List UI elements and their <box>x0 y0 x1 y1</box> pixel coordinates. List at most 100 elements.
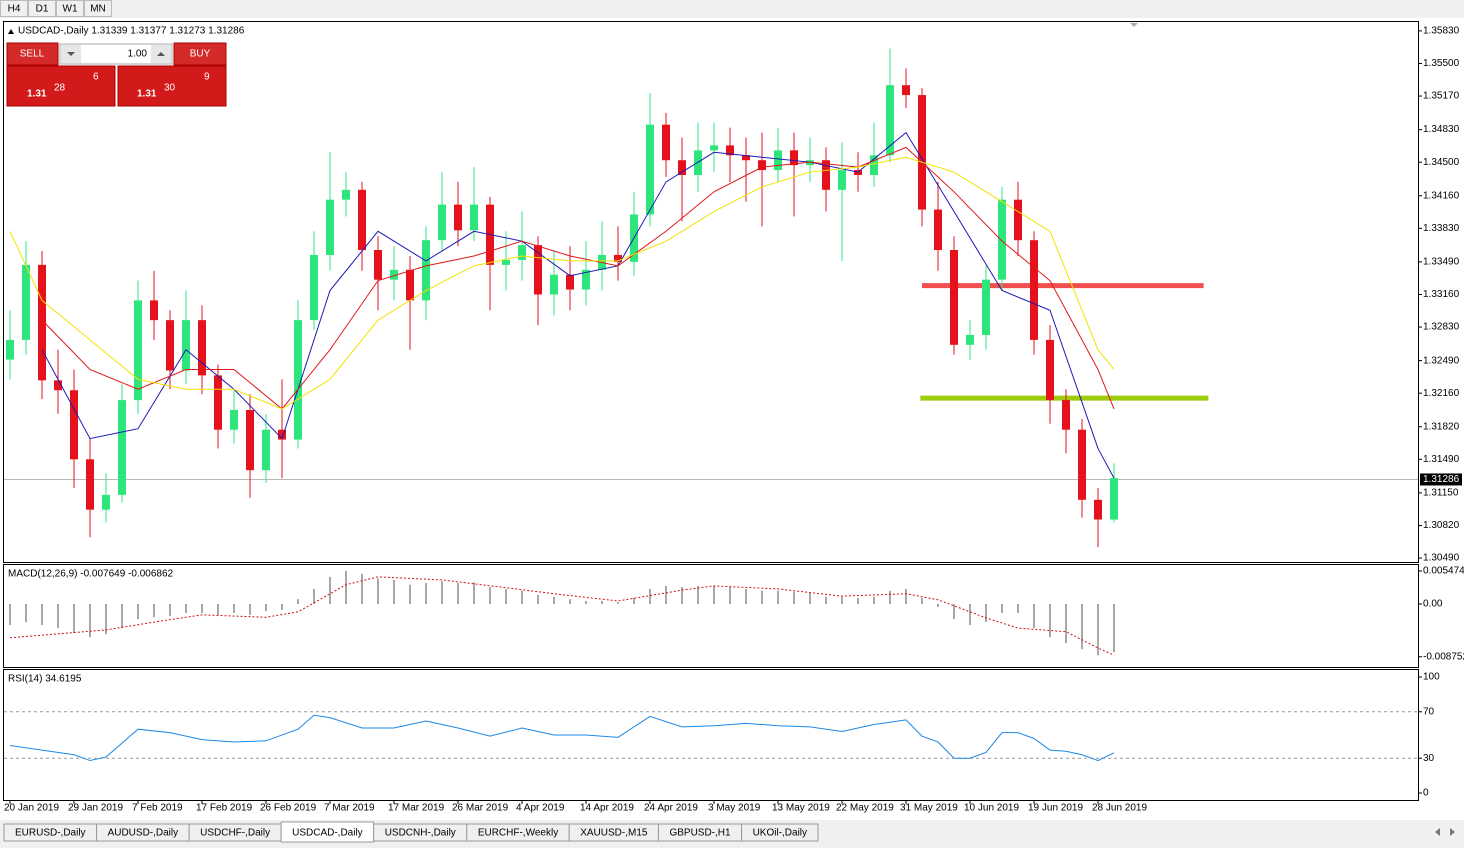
bid-big: 28 <box>54 83 66 94</box>
candle-body <box>1094 499 1102 520</box>
y-tick-label: 1.31150 <box>1423 488 1459 499</box>
candle-body <box>518 245 526 260</box>
candle-body <box>134 300 142 401</box>
candle-body <box>246 409 254 471</box>
candle-body <box>102 494 110 510</box>
macd-bar <box>329 576 331 605</box>
x-tick-label: 3 May 2019 <box>708 803 761 814</box>
y-tick-label: 1.31820 <box>1423 421 1460 432</box>
candle-body <box>262 429 270 471</box>
candle-body <box>822 160 830 190</box>
y-tick-label: 70 <box>1423 706 1435 717</box>
candle-body <box>1014 199 1022 241</box>
macd-bar <box>761 590 763 605</box>
macd-bar <box>1049 604 1051 638</box>
macd-bar <box>425 582 427 605</box>
timeframe-label: MN <box>90 4 106 15</box>
timeframe-button[interactable] <box>28 0 56 17</box>
timeframe-button[interactable] <box>0 0 28 17</box>
candle-body <box>454 204 462 231</box>
pane-title: USDCAD-,Daily 1.31339 1.31377 1.31273 1.… <box>18 26 245 37</box>
candle-body <box>646 124 654 215</box>
y-tick-label: 1.34830 <box>1423 124 1460 135</box>
candle-body <box>614 254 622 262</box>
tab-label: UKOil-,Daily <box>753 828 807 839</box>
ask-small: 9 <box>204 72 210 83</box>
lots-value: 1.00 <box>128 49 148 60</box>
y-tick-label: 1.30820 <box>1423 520 1460 531</box>
x-tick-label: 7 Feb 2019 <box>132 803 183 814</box>
sell-button[interactable] <box>6 42 59 66</box>
buy-button[interactable] <box>173 42 227 66</box>
timeframe-label: D1 <box>36 4 49 15</box>
macd-bar <box>121 604 123 629</box>
macd-bar <box>681 587 683 605</box>
candle-body <box>118 400 126 495</box>
y-tick-label: 1.34500 <box>1423 157 1460 168</box>
timeframe-label: W1 <box>63 4 78 15</box>
lots-input[interactable] <box>59 43 173 65</box>
macd-bar <box>553 596 555 605</box>
y-tick-label: 1.35830 <box>1423 26 1460 37</box>
trade-panel: SELL 1.00 BUY 1.31 28 6 1.31 30 9 <box>6 42 227 107</box>
candle-body <box>198 320 206 376</box>
y-tick-label: 1.34160 <box>1423 190 1460 201</box>
macd-bar <box>665 585 667 605</box>
tab-label: XAUUSD-,M15 <box>580 828 648 839</box>
x-tick-label: 17 Feb 2019 <box>196 803 253 814</box>
indicator-line <box>9 576 1115 656</box>
candle-body <box>1110 478 1118 520</box>
timeframe-button[interactable] <box>84 0 112 17</box>
pane-title: RSI(14) 34.6195 <box>8 674 82 685</box>
macd-bar <box>1017 604 1019 614</box>
candle-body <box>22 264 30 340</box>
x-tick-label: 29 Jan 2019 <box>68 803 123 814</box>
toolbar <box>0 0 1464 18</box>
macd-bar <box>41 604 43 626</box>
candle-body <box>998 199 1006 280</box>
macd-bar <box>73 604 75 633</box>
price-pane <box>3 21 1419 563</box>
x-tick-label: 22 May 2019 <box>836 803 894 814</box>
macd-bar <box>393 579 395 605</box>
arrow-up <box>157 52 165 56</box>
last-price-label: 1.31286 <box>1423 474 1460 485</box>
candle-body <box>1078 429 1086 500</box>
macd-bar <box>1097 604 1099 656</box>
timeframe-label: H4 <box>8 4 21 15</box>
y-tick-label: 0 <box>1423 788 1429 799</box>
ask-box[interactable] <box>117 65 227 107</box>
candle-body <box>342 189 350 200</box>
indicator-line <box>9 156 1115 410</box>
x-tick-label: 19 Jun 2019 <box>1028 803 1083 814</box>
candle-body <box>950 250 958 345</box>
indicator-line <box>9 714 1115 762</box>
macd-bar <box>1033 604 1035 629</box>
macd-bar <box>1081 604 1083 650</box>
y-tick-label: 1.35170 <box>1423 91 1460 102</box>
timeframe-button[interactable] <box>56 0 84 17</box>
candle-body <box>1046 339 1054 401</box>
macd-bar <box>969 604 971 626</box>
candle-body <box>294 320 302 440</box>
candle-body <box>662 124 670 161</box>
x-tick-label: 24 Apr 2019 <box>644 803 698 814</box>
macd-bar <box>713 585 715 605</box>
bid-prefix: 1.31 <box>27 89 47 100</box>
macd-bar <box>233 604 235 614</box>
macd-bar <box>777 590 779 605</box>
bid-box[interactable] <box>6 65 116 107</box>
tab[interactable] <box>741 823 819 842</box>
tab-scroll[interactable] <box>1435 828 1455 836</box>
macd-bar <box>25 604 27 623</box>
x-tick-label: 26 Feb 2019 <box>260 803 317 814</box>
macd-bar <box>569 599 571 605</box>
x-tick-label: 10 Jun 2019 <box>964 803 1019 814</box>
y-tick-label: 1.32490 <box>1423 355 1460 366</box>
candle-body <box>582 269 590 290</box>
candle-body <box>774 150 782 171</box>
candle-body <box>406 269 414 301</box>
macd-bar <box>1001 604 1003 614</box>
candle-body <box>838 170 846 190</box>
macd-bar <box>265 604 267 612</box>
